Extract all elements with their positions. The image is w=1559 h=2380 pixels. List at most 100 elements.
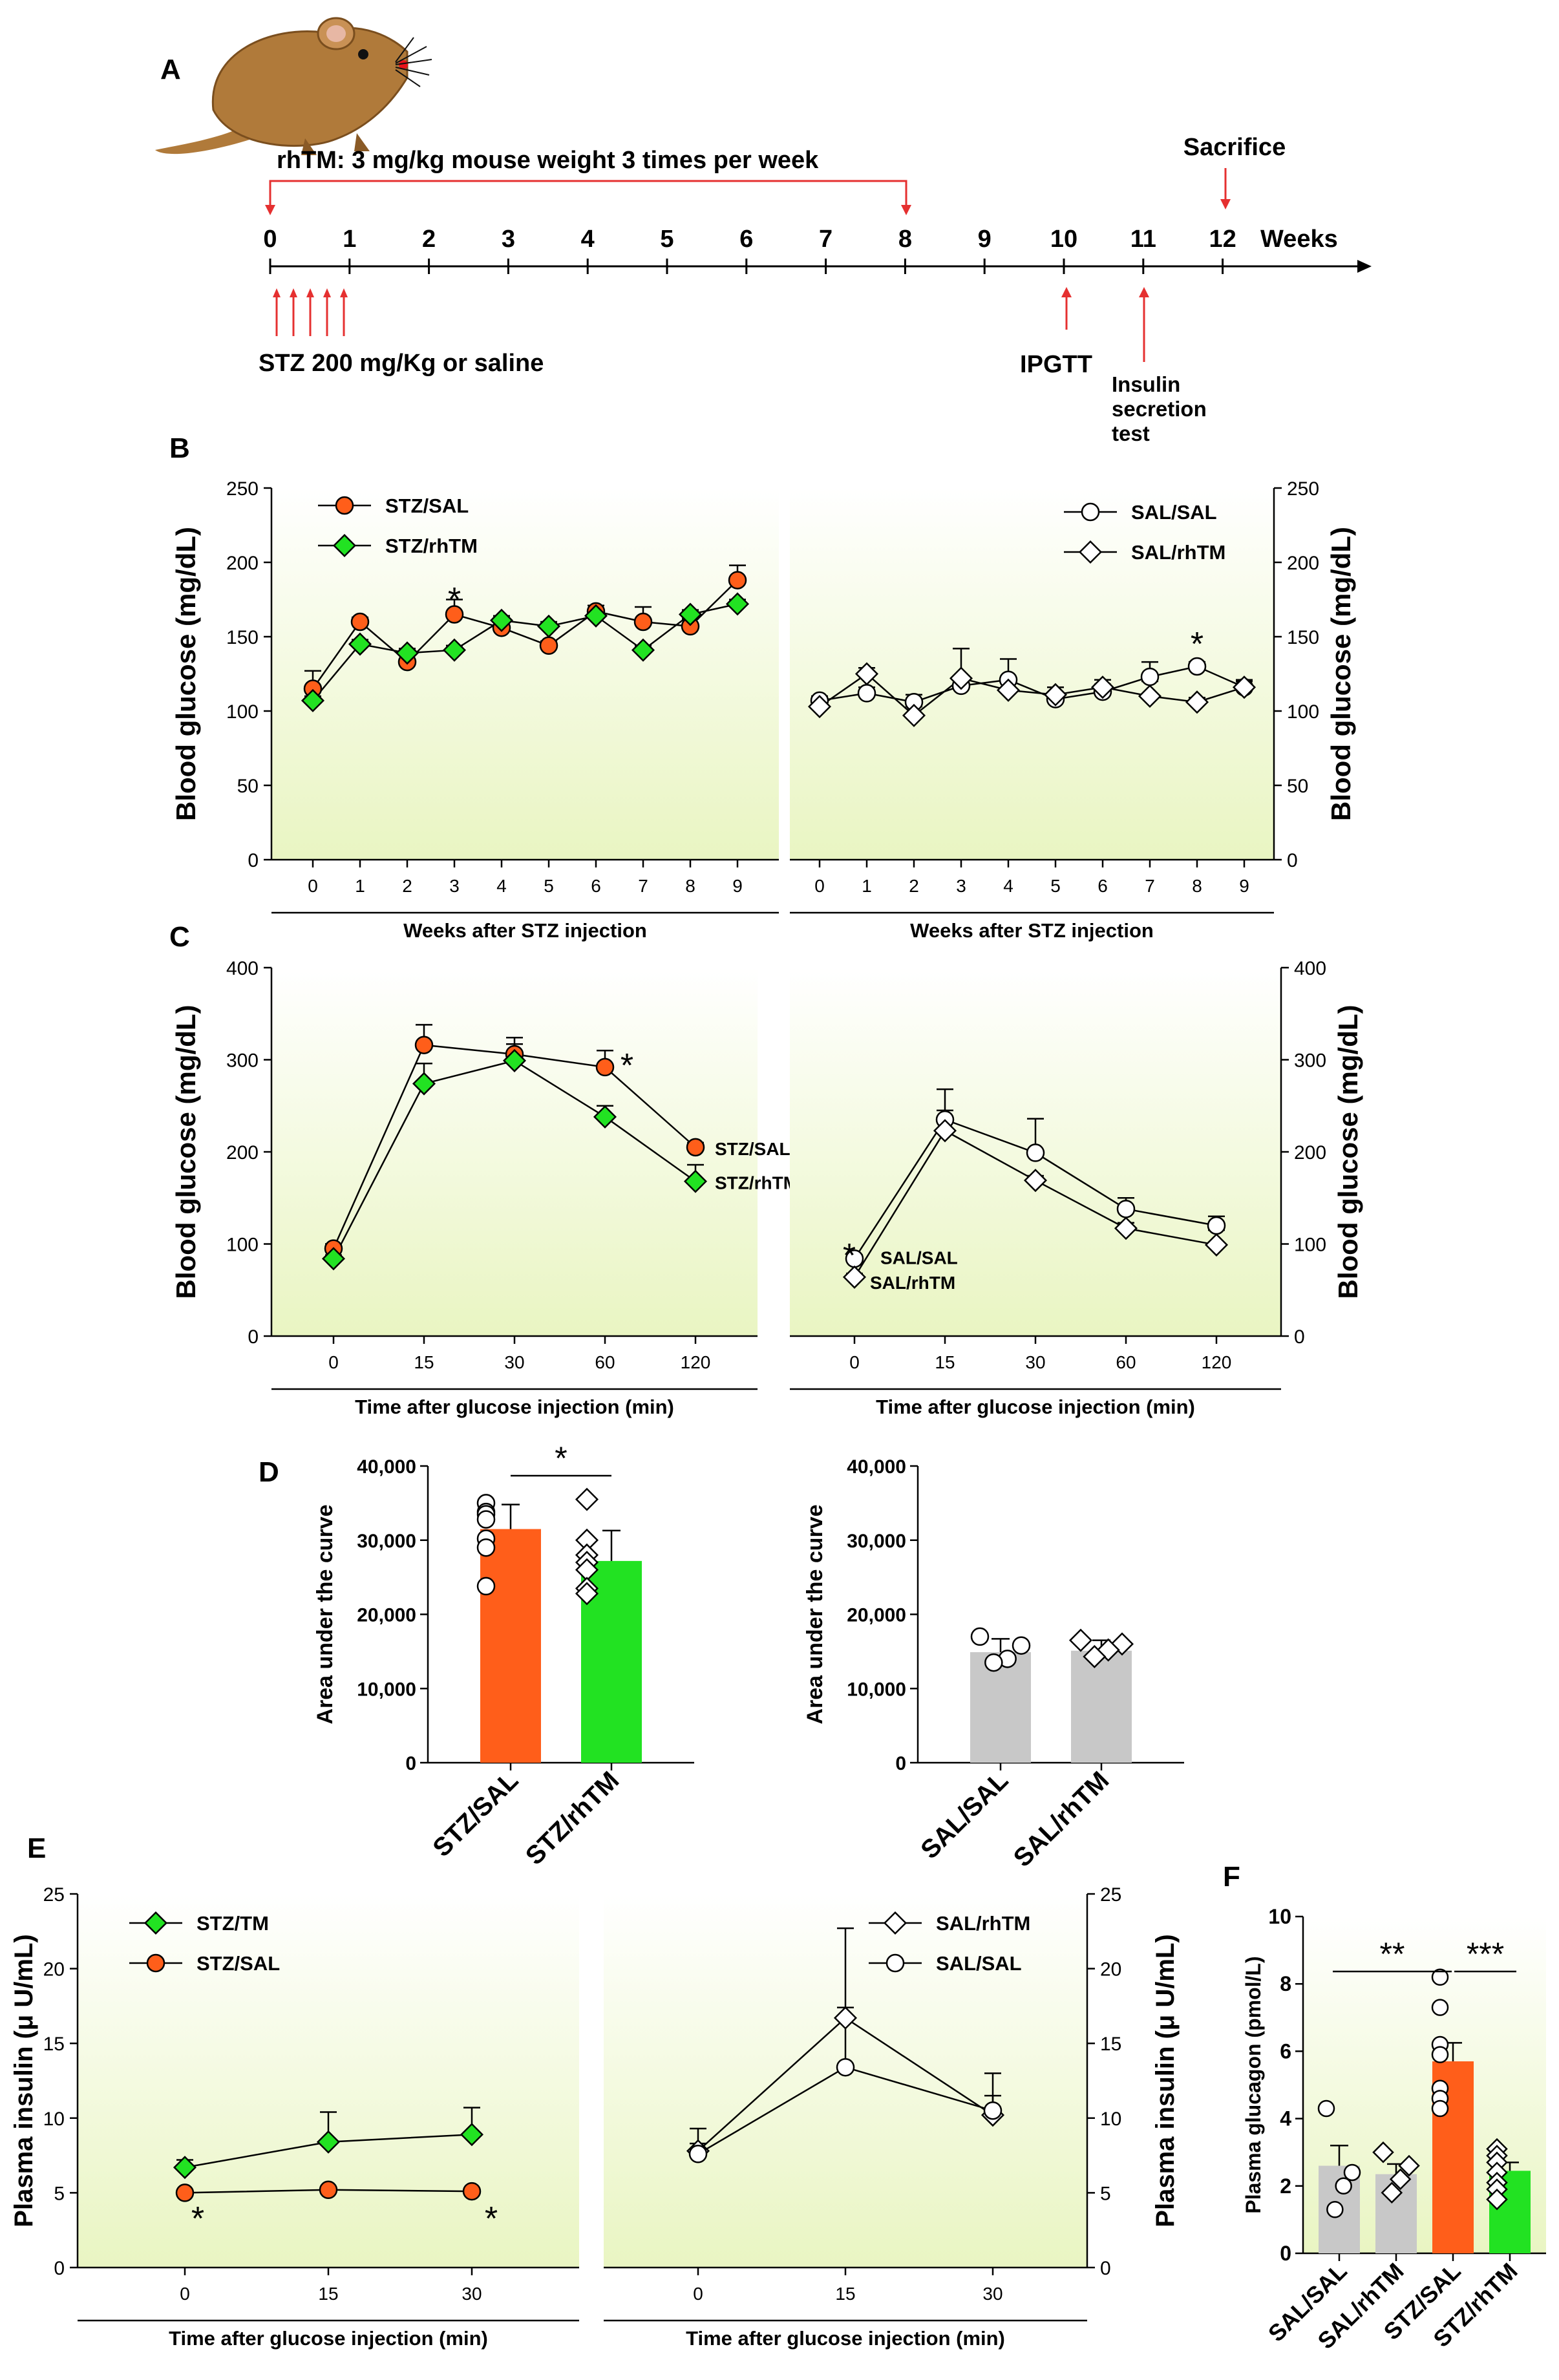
chart-c-sal: 0 100 200 300 400 Blood glucose (mg/dL) 0 15 30 6… xyxy=(790,958,1363,1418)
y-tick-label: 150 xyxy=(226,627,259,648)
y-tick-label: 100 xyxy=(1294,1235,1326,1256)
timeline-tick-label: 7 xyxy=(819,226,833,253)
data-point-sal-sal xyxy=(1326,2201,1344,2218)
x-tick-label: 4 xyxy=(1003,876,1013,896)
y-tick-label: 20,000 xyxy=(357,1605,416,1626)
data-point-stz-sal xyxy=(1431,2099,1449,2118)
y-tick-label: 300 xyxy=(226,1050,259,1072)
y-tick-label: 5 xyxy=(54,2183,65,2204)
significance-star: * xyxy=(843,1237,856,1275)
legend-marker-sal-sal xyxy=(1081,502,1100,522)
y-tick-label: 50 xyxy=(1287,776,1308,797)
point-stz-rhtm xyxy=(489,608,514,632)
x-tick-label: 3 xyxy=(956,876,966,896)
data-point-sal-rhtm xyxy=(1398,2154,1420,2177)
stz-arrowhead xyxy=(323,288,331,297)
x-axis-label: Time after glucose injection (min) xyxy=(686,2327,1005,2350)
data-point-stz-rhtm xyxy=(575,1582,599,1606)
point-sal-rhtm xyxy=(807,695,832,719)
y-tick-label: 4 xyxy=(1280,2107,1291,2130)
panel-label-b: B xyxy=(169,432,190,464)
timeline-tick-label: 5 xyxy=(660,226,673,253)
series-line-stz-rhtm xyxy=(312,603,738,701)
timeline-tick-label: 0 xyxy=(263,226,277,253)
y-tick-label: 15 xyxy=(1100,2034,1121,2055)
stz-arrowhead xyxy=(273,288,281,297)
point-stz-sal xyxy=(350,612,370,632)
treatment-label: rhTM: 3 mg/kg mouse weight 3 times per w… xyxy=(277,147,819,174)
y-tick-label: 50 xyxy=(237,776,259,797)
y-tick-label: 25 xyxy=(43,1884,65,1906)
point-stz-sal xyxy=(728,571,747,590)
point-sal-sal xyxy=(983,2101,1002,2120)
timeline-tick-label: 4 xyxy=(581,226,595,253)
chart-e-stz: 0 5 10 15 20 25 Plasma insulin (μ U/mL) 0 15 30 Ti… xyxy=(10,1884,579,2350)
point-stz-tm xyxy=(316,2130,341,2154)
significance-star: * xyxy=(1191,626,1204,663)
y-tick-label: 0 xyxy=(1287,850,1298,871)
x-tick-label: 6 xyxy=(591,876,601,896)
point-stz-rhtm xyxy=(502,1048,527,1072)
legend-label-sal-sal: SAL/SAL xyxy=(936,1952,1022,1975)
y-tick-label: 0 xyxy=(54,2258,65,2279)
point-stz-rhtm xyxy=(412,1072,436,1096)
point-stz-rhtm xyxy=(321,1247,346,1271)
legend-marker-sal-sal xyxy=(886,1953,905,1973)
bar-sal-sal xyxy=(970,1652,1031,1763)
series-label-stz-rhtm: STZ/rhTM xyxy=(715,1173,798,1193)
x-tick-label: 5 xyxy=(544,876,554,896)
insulin-test-label-2: secretion xyxy=(1112,397,1207,421)
y-tick-label: 200 xyxy=(1294,1142,1326,1163)
x-tick-label: 30 xyxy=(461,2284,482,2304)
panel-label-c: C xyxy=(169,921,190,953)
x-tick-label: 5 xyxy=(1050,876,1061,896)
x-tick-label: 120 xyxy=(1202,1352,1232,1372)
x-tick-label: 8 xyxy=(1192,876,1202,896)
timeline-tick-label: 3 xyxy=(502,226,515,253)
point-stz-rhtm xyxy=(683,1169,708,1193)
point-stz-sal xyxy=(175,2183,195,2202)
stz-arrowhead xyxy=(306,288,314,297)
point-sal-sal xyxy=(1187,657,1207,676)
treatment-arrowhead-right xyxy=(901,205,911,215)
x-tick-label: 30 xyxy=(1025,1352,1045,1372)
y-tick-label: 0 xyxy=(405,1753,416,1774)
chart-d-stz: 0 10,000 20,000 30,000 40,000 Area under the … xyxy=(313,1440,694,1871)
point-stz-tm xyxy=(173,2156,197,2180)
bar-sal-rhtm xyxy=(1375,2174,1417,2253)
data-point-sal-sal xyxy=(1343,2163,1361,2182)
point-sal-rhtm xyxy=(1185,690,1209,714)
timeline-tick-label: 8 xyxy=(898,226,912,253)
data-point-sal-sal xyxy=(1335,2177,1352,2195)
stz-arrows xyxy=(273,288,348,336)
point-stz-sal xyxy=(319,2180,338,2200)
plot-background xyxy=(271,488,779,860)
data-point-stz-sal xyxy=(1431,2046,1449,2063)
point-sal-rhtm xyxy=(1023,1169,1048,1193)
point-stz-sal xyxy=(686,1138,705,1157)
point-stz-rhtm xyxy=(536,614,561,638)
legend-label-sal-rhtm: SAL/rhTM xyxy=(936,1912,1030,1935)
insulin-test-label-3: test xyxy=(1112,421,1150,445)
y-tick-label: 15 xyxy=(43,2034,65,2055)
y-tick-label: 2 xyxy=(1280,2174,1291,2198)
x-tick-label: 30 xyxy=(982,2284,1002,2304)
chart-b-stz: 0 50 100 150 200 250 Blood glucose (mg/dL) 0 1 2 3… xyxy=(171,478,779,942)
treatment-arrowhead-left xyxy=(265,205,275,215)
legend-label-stz-sal: STZ/SAL xyxy=(196,1952,280,1975)
y-tick-label: 250 xyxy=(1287,478,1319,500)
stz-label: STZ 200 mg/Kg or saline xyxy=(259,350,544,377)
timeline-tick-label: 2 xyxy=(422,226,436,253)
x-tick-label: 2 xyxy=(909,876,919,896)
point-sal-sal xyxy=(1207,1216,1226,1235)
point-stz-rhtm xyxy=(631,638,655,662)
y-axis-label: Area under the curve xyxy=(803,1504,827,1724)
data-point-sal-rhtm xyxy=(1083,1644,1107,1668)
x-tick-label: 7 xyxy=(638,876,648,896)
point-sal-rhtm xyxy=(949,666,973,690)
data-point-sal-sal xyxy=(1317,2099,1335,2118)
series-label-sal-rhtm: SAL/rhTM xyxy=(870,1273,955,1293)
chart-e-sal: 0 5 10 15 20 25 Plasma insulin (μ U/mL) 0 15 30 Ti… xyxy=(604,1884,1180,2350)
